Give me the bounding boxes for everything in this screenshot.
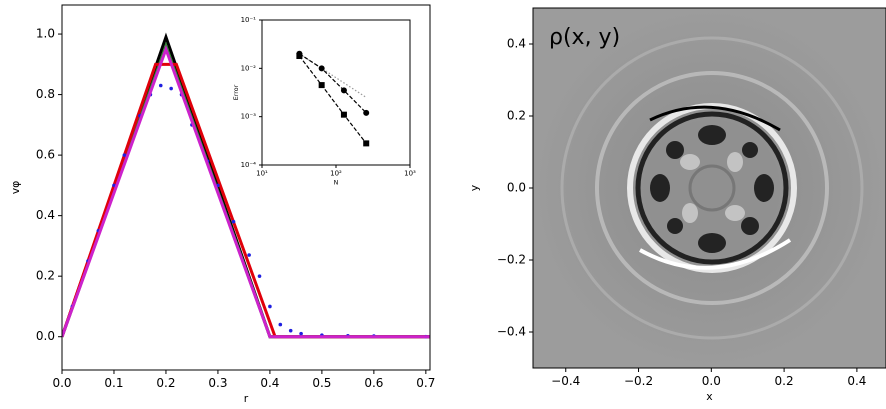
marker xyxy=(296,52,303,59)
x-tick-label: 0.1 xyxy=(104,376,123,390)
y-axis-label: Error xyxy=(233,84,240,100)
y-tick-label: −0.4 xyxy=(497,325,526,339)
data-point xyxy=(278,322,283,327)
y-tick-label: 0.8 xyxy=(36,87,55,101)
inset-background xyxy=(262,20,410,165)
series-group xyxy=(296,50,370,147)
x-tick-label: 0.6 xyxy=(364,376,383,390)
plot-area xyxy=(296,50,370,147)
data-point xyxy=(299,331,303,336)
x-axis-label: x xyxy=(706,390,713,403)
series-group xyxy=(62,32,430,339)
x-tick-label: 0.2 xyxy=(775,374,794,388)
density-image xyxy=(533,8,886,368)
annotation: ρ(x, y) xyxy=(549,25,620,50)
marker xyxy=(318,65,325,72)
x-tick-label: 0.0 xyxy=(52,376,71,390)
series-line xyxy=(62,44,430,339)
y-axis-label: y xyxy=(468,184,481,191)
marker xyxy=(340,87,347,94)
data-point xyxy=(247,253,251,257)
y-tick-label: 10⁻³ xyxy=(241,113,257,121)
marker xyxy=(363,140,370,147)
data-point xyxy=(268,304,272,309)
x-tick-label: 0.3 xyxy=(208,376,227,390)
x-tick-label: 0.4 xyxy=(847,374,866,388)
marker xyxy=(363,109,370,116)
y-tick-label: 0.0 xyxy=(36,329,55,343)
x-tick-label: 10³ xyxy=(404,170,416,178)
data-point xyxy=(122,153,127,157)
y-tick-label: −0.2 xyxy=(497,253,526,267)
data-point xyxy=(257,274,262,278)
x-tick-label: 0.0 xyxy=(702,374,721,388)
series-line xyxy=(299,53,367,98)
y-tick-label: 1.0 xyxy=(36,27,55,41)
x-tick-label: 0.4 xyxy=(260,376,279,390)
x-axis-label: r xyxy=(244,392,249,405)
y-tick-label: 10⁻² xyxy=(241,64,257,72)
x-axis-label: N xyxy=(334,180,339,187)
marker xyxy=(318,82,325,89)
y-tick-label: 0.2 xyxy=(36,269,55,283)
y-tick-label: 0.6 xyxy=(36,148,55,162)
y-axis-label: vφ xyxy=(9,181,22,195)
y-tick-label: 10⁻¹ xyxy=(241,16,257,24)
y-tick-label: 10⁻⁴ xyxy=(241,161,257,169)
x-tick-label: 0.2 xyxy=(156,376,175,390)
y-tick-label: 0.4 xyxy=(507,37,526,51)
data-point xyxy=(169,86,173,91)
x-tick-label: 0.7 xyxy=(416,376,435,390)
y-tick-label: 0.0 xyxy=(507,181,526,195)
x-tick-label: −0.4 xyxy=(551,374,580,388)
series-line xyxy=(299,53,367,114)
marker xyxy=(340,111,347,118)
plot-area xyxy=(62,32,430,339)
data-point xyxy=(158,83,163,88)
data-point xyxy=(288,328,293,333)
axes-frame xyxy=(61,4,431,371)
x-tick-label: 10¹ xyxy=(256,170,268,178)
x-tick-label: −0.2 xyxy=(624,374,653,388)
x-tick-label: 10² xyxy=(330,170,342,178)
series-line xyxy=(298,55,367,144)
data-point xyxy=(231,219,236,224)
x-tick-label: 0.5 xyxy=(312,376,331,390)
y-tick-label: 0.4 xyxy=(36,208,55,222)
y-tick-label: 0.2 xyxy=(507,109,526,123)
